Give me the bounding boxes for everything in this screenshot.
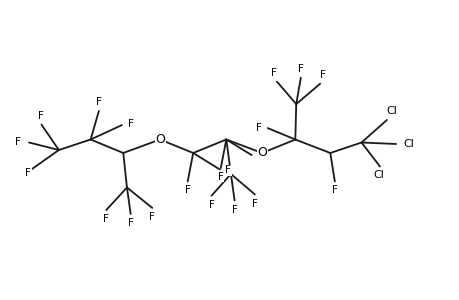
Text: Cl: Cl: [402, 139, 413, 149]
Text: F: F: [185, 185, 190, 195]
Text: F: F: [257, 151, 263, 161]
Text: O: O: [155, 133, 165, 146]
Text: F: F: [331, 185, 337, 195]
Text: F: F: [96, 97, 101, 107]
Text: F: F: [271, 68, 276, 78]
Text: F: F: [319, 70, 325, 80]
Text: F: F: [218, 172, 223, 182]
Text: F: F: [103, 214, 109, 224]
Text: F: F: [25, 168, 31, 178]
Text: F: F: [149, 212, 155, 222]
Text: F: F: [15, 136, 21, 147]
Text: F: F: [128, 218, 133, 228]
Text: F: F: [297, 64, 303, 74]
Text: F: F: [252, 199, 257, 208]
Text: Cl: Cl: [373, 170, 384, 180]
Text: F: F: [39, 111, 44, 121]
Text: F: F: [225, 165, 231, 176]
Text: F: F: [208, 200, 214, 210]
Text: O: O: [257, 146, 267, 160]
Text: F: F: [255, 123, 261, 133]
Text: F: F: [128, 119, 134, 130]
Text: F: F: [231, 205, 237, 214]
Text: Cl: Cl: [386, 106, 397, 116]
